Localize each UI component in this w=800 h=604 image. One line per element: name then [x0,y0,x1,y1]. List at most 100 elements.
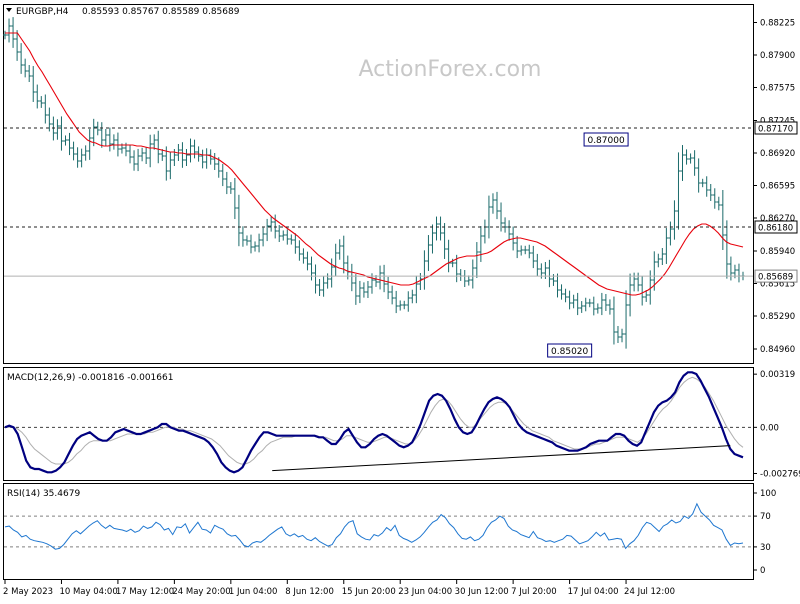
macd-trendline [272,445,731,472]
price-bar [7,18,12,43]
price-bar [261,227,266,247]
price-bar [712,188,717,209]
rsi-axis-label: 70 [760,512,771,522]
price-bar [79,148,84,168]
price-bar [430,224,435,254]
watermark: ActionForex.com [359,57,542,82]
price-axis-label: 0.86270 [760,214,795,224]
price-bar [136,148,141,172]
price-bar [474,242,479,278]
price-bar [591,296,596,316]
price-annotation-label: 0.87000 [587,136,624,146]
x-axis-label: 23 Jun 04:00 [398,587,452,597]
price-bar [624,290,629,349]
price-bar [410,289,415,304]
price-axis-label: 0.84960 [760,345,795,355]
price-level-tag-label: 0.87170 [758,125,793,135]
price-bar [720,190,725,250]
price-bar [672,200,677,240]
price-bar [426,235,431,271]
price-bar [341,235,346,274]
rsi-label: RSI(14) 35.4679 [7,489,80,499]
price-bar [297,240,302,261]
rsi-layer [4,502,753,550]
price-bar [59,116,64,151]
x-axis-label: 15 Jun 20:00 [342,587,396,597]
rsi-axis-label: 30 [760,543,771,553]
x-axis-label: 17 Jul 04:00 [568,587,619,597]
price-bar [700,178,705,188]
price-bar [257,233,262,253]
price-bar [184,149,189,166]
price-axis-label: 0.87575 [760,84,795,94]
price-bar [470,259,475,289]
price-bar [369,273,374,294]
price-bar [148,134,153,168]
x-axis-label: 8 Jun 12:00 [285,587,334,597]
price-bar [224,171,229,195]
x-axis-label: 2 May 2023 [3,587,53,597]
price-bar [688,153,693,164]
price-bar [168,151,173,180]
price-bar [378,265,383,290]
price-axis-label: 0.85940 [760,247,795,257]
price-bar [19,43,24,74]
price-bar [547,259,552,288]
axis-layer: 0.882250.879000.875750.872450.869200.865… [3,19,800,598]
price-bar [220,163,225,187]
price-bar [357,280,362,304]
x-axis-label: 7 Jul 20:00 [511,587,557,597]
price-annotation-box [583,132,629,147]
price-bar [640,276,645,306]
price-bar [152,134,157,150]
price-bar [603,294,608,311]
price-bar [664,228,669,264]
macd-panel-frame [3,367,754,481]
price-bar [575,292,580,316]
price-axis-label: 0.86920 [760,149,795,159]
price-bar [289,234,294,245]
price-bar [55,119,60,140]
price-bar [216,157,221,178]
price-axis-label: 0.85615 [760,280,795,290]
price-bar [156,130,161,164]
price-bar [499,202,504,232]
price-bar [676,152,681,230]
price-annotation-box [547,343,593,358]
price-bar [563,288,568,303]
price-bar [140,147,145,162]
price-bar [95,121,100,136]
price-bar [249,234,253,254]
price-bar [188,138,193,163]
price-bar [313,264,318,294]
collapse-triangle-icon[interactable] [6,8,12,12]
price-bar [75,147,80,168]
price-bar [253,241,258,252]
price-bar [406,291,411,312]
price-bar [611,296,616,345]
price-bar [442,223,447,259]
price-bar [128,144,133,164]
price-bar [35,84,40,109]
x-axis-label: 24 May 20:00 [172,587,230,597]
price-level-tag [754,269,798,283]
macd-signal-line [5,376,744,465]
price-bar [107,127,112,152]
price-bar [394,290,399,314]
price-bar [724,220,729,279]
price-bar [3,30,7,40]
price-bar [43,94,48,124]
price-bar [398,300,403,311]
price-bar [103,129,108,146]
x-axis-label: 17 May 12:00 [116,587,174,597]
price-axis-label: 0.87900 [760,51,795,61]
price-bar [91,118,96,147]
price-bar [361,282,366,298]
rsi-axis-label: 0 [760,566,765,576]
moving-average-line [5,32,744,296]
price-bar [704,176,709,197]
price-bar [353,274,358,305]
price-annotation-label: 0.85020 [551,347,588,357]
price-bar [390,285,395,305]
